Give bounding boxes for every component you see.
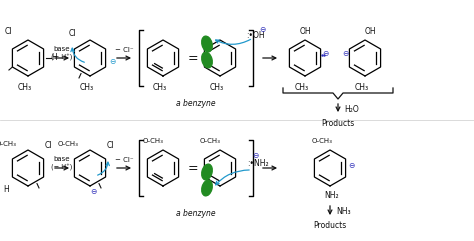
Text: ⊖: ⊖: [322, 48, 328, 58]
Text: − Cl⁻: − Cl⁻: [115, 157, 133, 163]
Text: ⊖: ⊖: [342, 48, 348, 58]
Text: NH₃: NH₃: [337, 208, 351, 216]
Text: Cl: Cl: [44, 141, 52, 150]
Text: base: base: [54, 156, 70, 162]
Text: Products: Products: [313, 221, 346, 230]
Text: NH₂: NH₂: [325, 192, 339, 201]
Text: CH₃: CH₃: [295, 83, 309, 93]
Text: ⊖: ⊖: [252, 150, 258, 160]
Text: O-CH₃: O-CH₃: [200, 138, 220, 144]
Text: CH₃: CH₃: [355, 83, 369, 93]
Text: CH₃: CH₃: [210, 83, 224, 93]
Text: ⊖: ⊖: [90, 187, 96, 195]
Text: base: base: [54, 46, 70, 52]
Text: Products: Products: [321, 119, 355, 127]
Ellipse shape: [202, 180, 212, 196]
Text: OH: OH: [299, 27, 311, 35]
Text: Cl: Cl: [68, 28, 76, 38]
Text: Cl: Cl: [106, 141, 114, 150]
Text: H₂O: H₂O: [345, 105, 359, 114]
Text: O-CH₃: O-CH₃: [143, 138, 164, 144]
Text: OH: OH: [364, 27, 376, 35]
Text: Cl: Cl: [4, 27, 12, 35]
Text: O-CH₃: O-CH₃: [311, 138, 332, 144]
Text: CH₃: CH₃: [18, 83, 32, 93]
Text: a benzyne: a benzyne: [176, 208, 216, 217]
Text: H: H: [3, 186, 9, 194]
Text: (− H⁺): (− H⁺): [51, 54, 73, 61]
Text: a benzyne: a benzyne: [176, 99, 216, 107]
Text: (− H⁺): (− H⁺): [51, 163, 73, 171]
Text: H: H: [51, 53, 57, 61]
Ellipse shape: [202, 164, 212, 180]
Ellipse shape: [202, 52, 212, 68]
Text: =: =: [188, 53, 198, 66]
Text: − Cl⁻: − Cl⁻: [115, 47, 133, 53]
Text: ⊖: ⊖: [348, 161, 354, 169]
Text: O-CH₃: O-CH₃: [57, 141, 78, 147]
Ellipse shape: [202, 36, 212, 52]
Text: :•NH₂: :•NH₂: [247, 159, 269, 167]
Text: =: =: [188, 162, 198, 175]
Text: CH₃: CH₃: [153, 83, 167, 93]
Text: CH₃: CH₃: [80, 83, 94, 93]
Text: O-CH₃: O-CH₃: [0, 141, 17, 147]
Text: :•OH: :•OH: [246, 32, 264, 40]
Text: ⊖: ⊖: [259, 25, 265, 33]
Text: ⊖: ⊖: [109, 56, 115, 66]
